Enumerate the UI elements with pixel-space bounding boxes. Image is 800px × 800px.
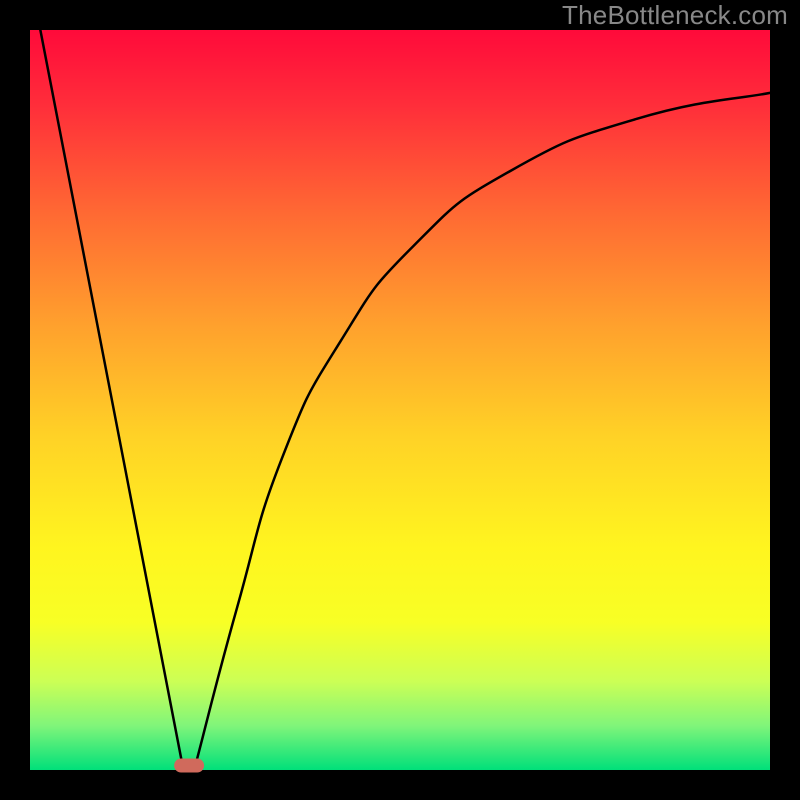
- watermark-text: TheBottleneck.com: [562, 0, 788, 31]
- plot-background: [30, 30, 770, 770]
- optimal-marker: [174, 759, 204, 773]
- chart-container: TheBottleneck.com: [0, 0, 800, 800]
- bottleneck-chart: [0, 0, 800, 800]
